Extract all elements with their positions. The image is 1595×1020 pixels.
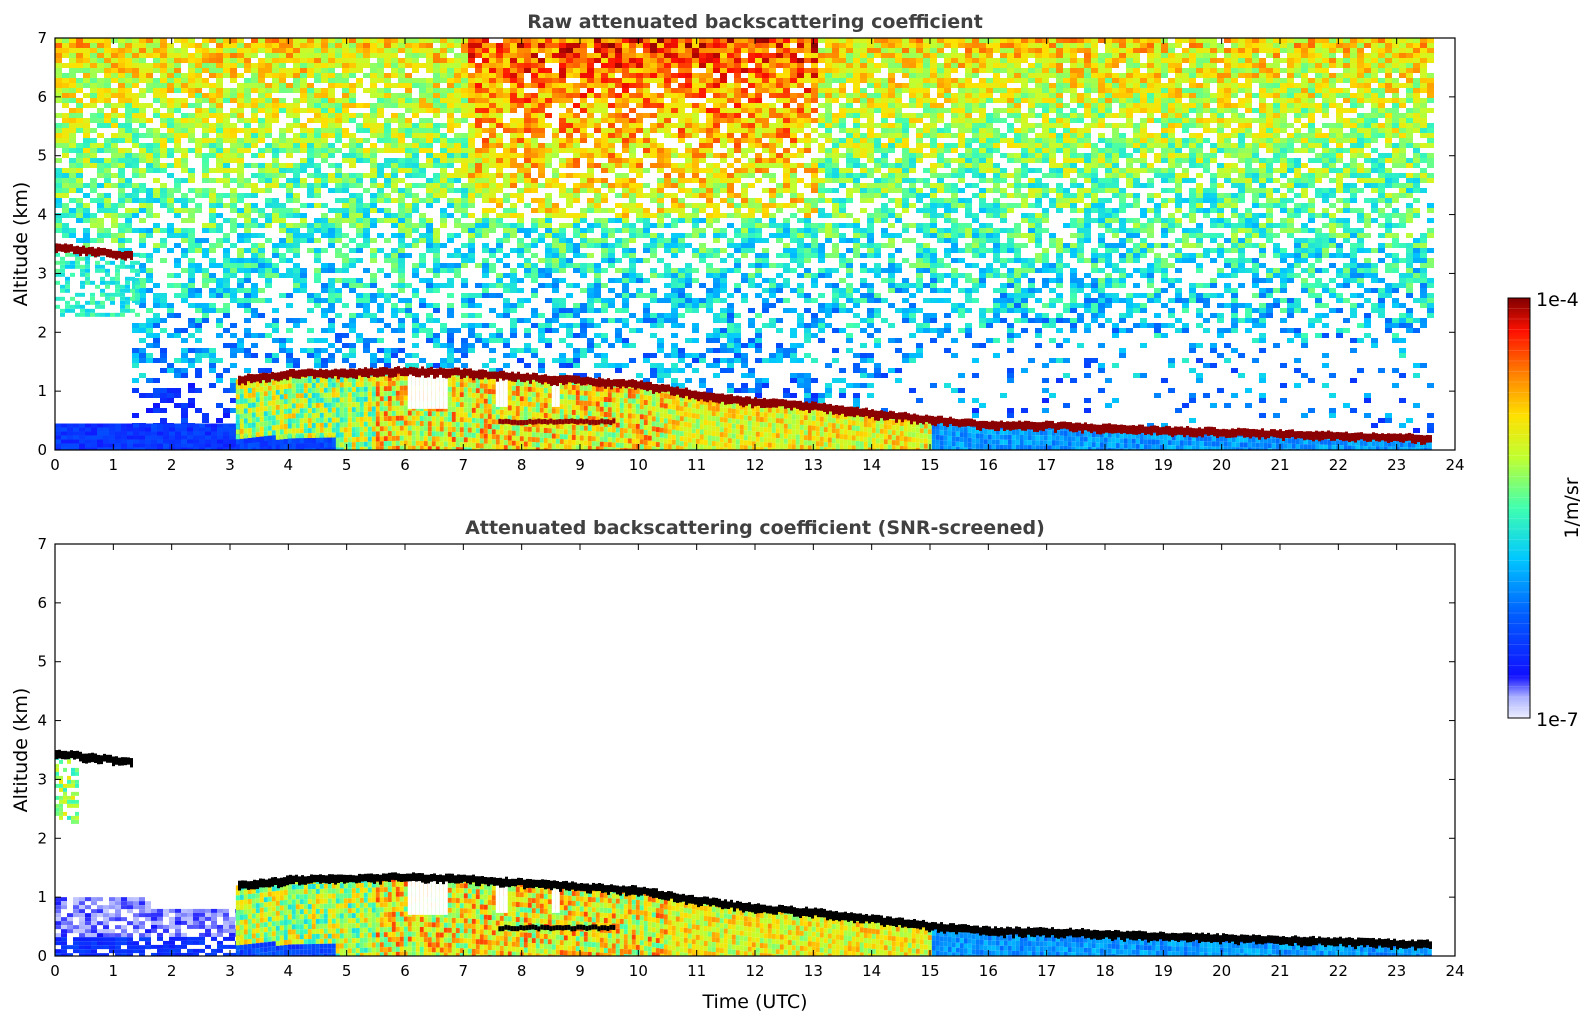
colorbar-bands [1508, 308, 1530, 708]
colorbar-max-label: 1e-4 [1536, 289, 1579, 311]
colorbar-gradient [1507, 297, 1531, 719]
y-tick-label: 7 [37, 29, 47, 47]
panel-screened-title: Attenuated backscattering coefficient (S… [465, 517, 1045, 539]
x-tick-label: 10 [629, 962, 648, 980]
x-tick-label: 24 [1445, 456, 1464, 474]
x-tick-label: 7 [459, 962, 469, 980]
x-tick-label: 3 [225, 962, 235, 980]
x-tick-label: 13 [804, 456, 823, 474]
x-tick-label: 22 [1329, 962, 1348, 980]
x-tick-label: 20 [1212, 456, 1231, 474]
y-tick-label: 0 [37, 441, 47, 459]
x-tick-label: 20 [1212, 962, 1231, 980]
x-tick-label: 5 [342, 962, 352, 980]
x-tick-label: 22 [1329, 456, 1348, 474]
y-tick-label: 4 [37, 206, 47, 224]
x-tick-label: 4 [284, 456, 294, 474]
x-tick-label: 18 [1095, 456, 1114, 474]
colorbar-unit-label: 1/m/sr [1561, 477, 1583, 538]
x-tick-label: 11 [687, 456, 706, 474]
x-tick-label: 10 [629, 456, 648, 474]
x-tick-label: 12 [745, 962, 764, 980]
panel-raw-title: Raw attenuated backscattering coefficien… [527, 11, 983, 33]
x-tick-label: 6 [400, 962, 410, 980]
y-tick-label: 5 [37, 653, 47, 671]
y-tick-label: 6 [37, 88, 47, 106]
x-tick-label: 15 [920, 456, 939, 474]
x-tick-label: 5 [342, 456, 352, 474]
x-tick-label: 21 [1270, 962, 1289, 980]
x-tick-label: 11 [687, 962, 706, 980]
x-tick-label: 14 [862, 962, 881, 980]
y-tick-label: 6 [37, 594, 47, 612]
x-tick-label: 4 [284, 962, 294, 980]
x-tick-label: 1 [109, 962, 119, 980]
y-tick-label: 2 [37, 323, 47, 341]
x-tick-label: 6 [400, 456, 410, 474]
x-tick-label: 15 [920, 962, 939, 980]
x-tick-label: 12 [745, 456, 764, 474]
y-tick-label: 0 [37, 947, 47, 965]
panel-raw-heatmap [55, 38, 1434, 450]
panel-screened-x-ticks: 0 1 2 3 4 5 6 7 8 9 10 11 12 13 14 15 16 17 18 19 20 21 22 23 24 [50, 544, 1465, 980]
x-tick-label: 14 [862, 456, 881, 474]
panel-screened-y-label: Altitude (km) [10, 688, 32, 813]
x-tick-label: 2 [167, 962, 177, 980]
panel-raw-y-label: Altitude (km) [10, 182, 32, 307]
panel-raw-x-ticks: 0 1 2 3 4 5 6 7 8 9 10 11 12 13 14 15 16 17 18 19 20 21 22 23 24 [50, 38, 1465, 474]
y-tick-label: 4 [37, 712, 47, 730]
x-tick-label: 17 [1037, 962, 1056, 980]
panel-screened-heatmap [55, 749, 1432, 956]
x-tick-label: 19 [1154, 456, 1173, 474]
x-tick-label: 16 [979, 456, 998, 474]
x-tick-label: 24 [1445, 962, 1464, 980]
y-tick-label: 2 [37, 829, 47, 847]
x-tick-label: 19 [1154, 962, 1173, 980]
x-tick-label: 2 [167, 456, 177, 474]
y-tick-label: 1 [37, 888, 47, 906]
x-tick-label: 0 [50, 456, 60, 474]
y-tick-label: 5 [37, 147, 47, 165]
x-tick-label: 23 [1387, 962, 1406, 980]
panel-raw: Raw attenuated backscattering coefficien… [10, 11, 1465, 474]
y-tick-label: 3 [37, 770, 47, 788]
x-tick-label: 9 [575, 962, 585, 980]
x-tick-label: 8 [517, 962, 527, 980]
x-tick-label: 21 [1270, 456, 1289, 474]
panel-screened-y-ticks: 0 1 2 3 4 5 6 7 [37, 535, 1455, 965]
y-tick-label: 3 [37, 264, 47, 282]
x-tick-label: 13 [804, 962, 823, 980]
y-tick-label: 7 [37, 535, 47, 553]
x-tick-label: 23 [1387, 456, 1406, 474]
x-tick-label: 0 [50, 962, 60, 980]
colorbar: 1e-4 1e-7 1/m/sr [1507, 289, 1583, 731]
colorbar-min-label: 1e-7 [1536, 709, 1579, 731]
x-axis-label: Time (UTC) [701, 991, 807, 1013]
x-tick-label: 3 [225, 456, 235, 474]
x-tick-label: 9 [575, 456, 585, 474]
panel-raw-y-ticks: 0 1 2 3 4 5 6 7 [37, 29, 1455, 459]
x-tick-label: 16 [979, 962, 998, 980]
x-tick-label: 18 [1095, 962, 1114, 980]
x-tick-label: 17 [1037, 456, 1056, 474]
x-tick-label: 1 [109, 456, 119, 474]
x-tick-label: 8 [517, 456, 527, 474]
panel-screened: Attenuated backscattering coefficient (S… [10, 517, 1465, 1013]
x-tick-label: 7 [459, 456, 469, 474]
y-tick-label: 1 [37, 382, 47, 400]
